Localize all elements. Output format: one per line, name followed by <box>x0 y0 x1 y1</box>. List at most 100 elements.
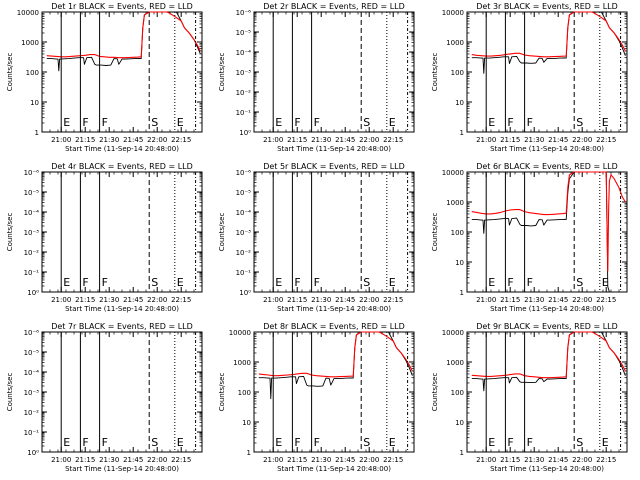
plot-frame <box>253 11 415 133</box>
x-tick-label: 21:00 <box>476 456 496 464</box>
x-tick-label: 21:00 <box>263 296 283 304</box>
panel-9: Det 9r BLACK = Events, RED = LLD Counts/s… <box>431 322 628 473</box>
y-axis-label: Counts/sec <box>218 373 226 412</box>
plot-frame <box>41 331 203 453</box>
marker-label: F <box>82 276 88 289</box>
y-tick-label: 10⁻⁴ <box>24 369 40 377</box>
marker-label: E <box>488 116 495 129</box>
x-tick-label: 21:15 <box>500 456 520 464</box>
x-tick-label: 21:45 <box>123 296 143 304</box>
panel-7: Det 7r BLACK = Events, RED = LLD Counts/s… <box>6 322 203 473</box>
y-tick-label: 1 <box>460 289 464 297</box>
y-tick-label: 10⁻² <box>24 249 40 257</box>
marker-label: E <box>488 276 495 289</box>
y-tick-label: 10⁻⁶ <box>236 9 252 17</box>
x-tick-label: 21:15 <box>287 456 307 464</box>
x-axis-label: Start Time (11-Sep-14 20:48:00) <box>277 465 391 473</box>
marker-label: F <box>507 436 513 449</box>
x-axis-label: Start Time (11-Sep-14 20:48:00) <box>277 145 391 153</box>
x-tick-label: 21:30 <box>524 456 544 464</box>
x-tick-label: 21:00 <box>51 136 71 144</box>
y-tick-label: 10⁻³ <box>24 229 40 237</box>
y-tick-label: 1000 <box>233 359 251 367</box>
marker-label: S <box>151 436 158 449</box>
y-tick-label: 10000 <box>442 169 464 177</box>
x-axis-label: Start Time (11-Sep-14 20:48:00) <box>490 465 604 473</box>
y-tick-label: 10⁻⁵ <box>24 189 40 197</box>
y-tick-label: 100 <box>26 69 39 77</box>
lld-series-line <box>258 331 413 378</box>
marker-label: S <box>576 116 583 129</box>
y-tick-label: 10⁻¹ <box>236 109 252 117</box>
marker-label: E <box>389 436 396 449</box>
y-tick-label: 10⁻² <box>236 249 252 257</box>
x-tick-label: 21:15 <box>75 136 95 144</box>
y-tick-label: 10 <box>30 99 39 107</box>
marker-label: F <box>527 436 533 449</box>
y-tick-label: 10⁻² <box>236 89 252 97</box>
marker-label: E <box>275 116 282 129</box>
x-tick-label: 21:45 <box>123 136 143 144</box>
panel-title: Det 4r BLACK = Events, RED = LLD <box>51 162 193 171</box>
x-tick-label: 22:15 <box>383 136 403 144</box>
x-tick-label: 21:45 <box>548 136 568 144</box>
y-axis-label: Counts/sec <box>6 213 14 252</box>
x-tick-label: 22:00 <box>147 136 167 144</box>
y-tick-label: 1000 <box>446 359 464 367</box>
x-tick-label: 21:30 <box>524 136 544 144</box>
x-tick-label: 22:15 <box>596 296 616 304</box>
marker-label: F <box>294 436 300 449</box>
y-tick-label: 10⁻¹ <box>236 269 252 277</box>
y-axis-label: Counts/sec <box>431 213 439 252</box>
x-tick-label: 21:00 <box>51 296 71 304</box>
x-tick-label: 21:30 <box>524 296 544 304</box>
y-tick-label: 10⁻³ <box>24 389 40 397</box>
plot-frame <box>466 331 628 453</box>
y-tick-label: 10000 <box>229 329 251 337</box>
y-tick-label: 10⁻⁵ <box>24 349 40 357</box>
panel-title: Det 1r BLACK = Events, RED = LLD <box>51 2 193 11</box>
x-tick-label: 22:00 <box>572 456 592 464</box>
x-tick-label: 22:15 <box>383 456 403 464</box>
events-series-line <box>46 11 201 72</box>
x-tick-label: 22:15 <box>171 296 191 304</box>
y-tick-label: 100 <box>451 229 464 237</box>
plot-frame <box>253 331 415 453</box>
x-axis-label: Start Time (11-Sep-14 20:48:00) <box>65 145 179 153</box>
y-tick-label: 10 <box>455 99 464 107</box>
y-tick-label: 10⁻⁴ <box>24 209 40 217</box>
y-tick-label: 1000 <box>446 39 464 47</box>
marker-label: E <box>389 116 396 129</box>
y-tick-label: 1 <box>247 449 251 457</box>
x-tick-label: 22:00 <box>359 136 379 144</box>
panel-5: Det 5r BLACK = Events, RED = LLD Counts/s… <box>218 162 415 313</box>
x-axis-label: Start Time (11-Sep-14 20:48:00) <box>65 305 179 313</box>
marker-label: F <box>82 116 88 129</box>
x-tick-label: 22:15 <box>171 136 191 144</box>
y-tick-label: 10000 <box>17 9 39 17</box>
y-tick-label: 10⁻⁶ <box>24 329 40 337</box>
x-tick-label: 21:15 <box>75 456 95 464</box>
marker-label: S <box>576 276 583 289</box>
marker-label: F <box>507 116 513 129</box>
panel-title: Det 3r BLACK = Events, RED = LLD <box>476 2 618 11</box>
x-tick-label: 21:45 <box>548 456 568 464</box>
x-tick-label: 21:45 <box>548 296 568 304</box>
panel-2: Det 2r BLACK = Events, RED = LLD Counts/s… <box>218 2 415 153</box>
y-tick-label: 10⁰ <box>239 289 251 297</box>
marker-label: S <box>151 276 158 289</box>
x-tick-label: 21:30 <box>99 136 119 144</box>
y-tick-label: 1 <box>460 449 464 457</box>
events-series-line <box>258 331 413 400</box>
y-tick-label: 10 <box>242 419 251 427</box>
marker-label: E <box>177 436 184 449</box>
marker-label: E <box>275 276 282 289</box>
marker-label: E <box>602 116 609 129</box>
marker-label: F <box>314 116 320 129</box>
x-tick-label: 21:30 <box>99 456 119 464</box>
x-tick-label: 21:30 <box>311 296 331 304</box>
x-tick-label: 21:45 <box>123 456 143 464</box>
y-tick-label: 1 <box>35 129 39 137</box>
x-tick-label: 22:00 <box>147 456 167 464</box>
marker-label: E <box>602 436 609 449</box>
